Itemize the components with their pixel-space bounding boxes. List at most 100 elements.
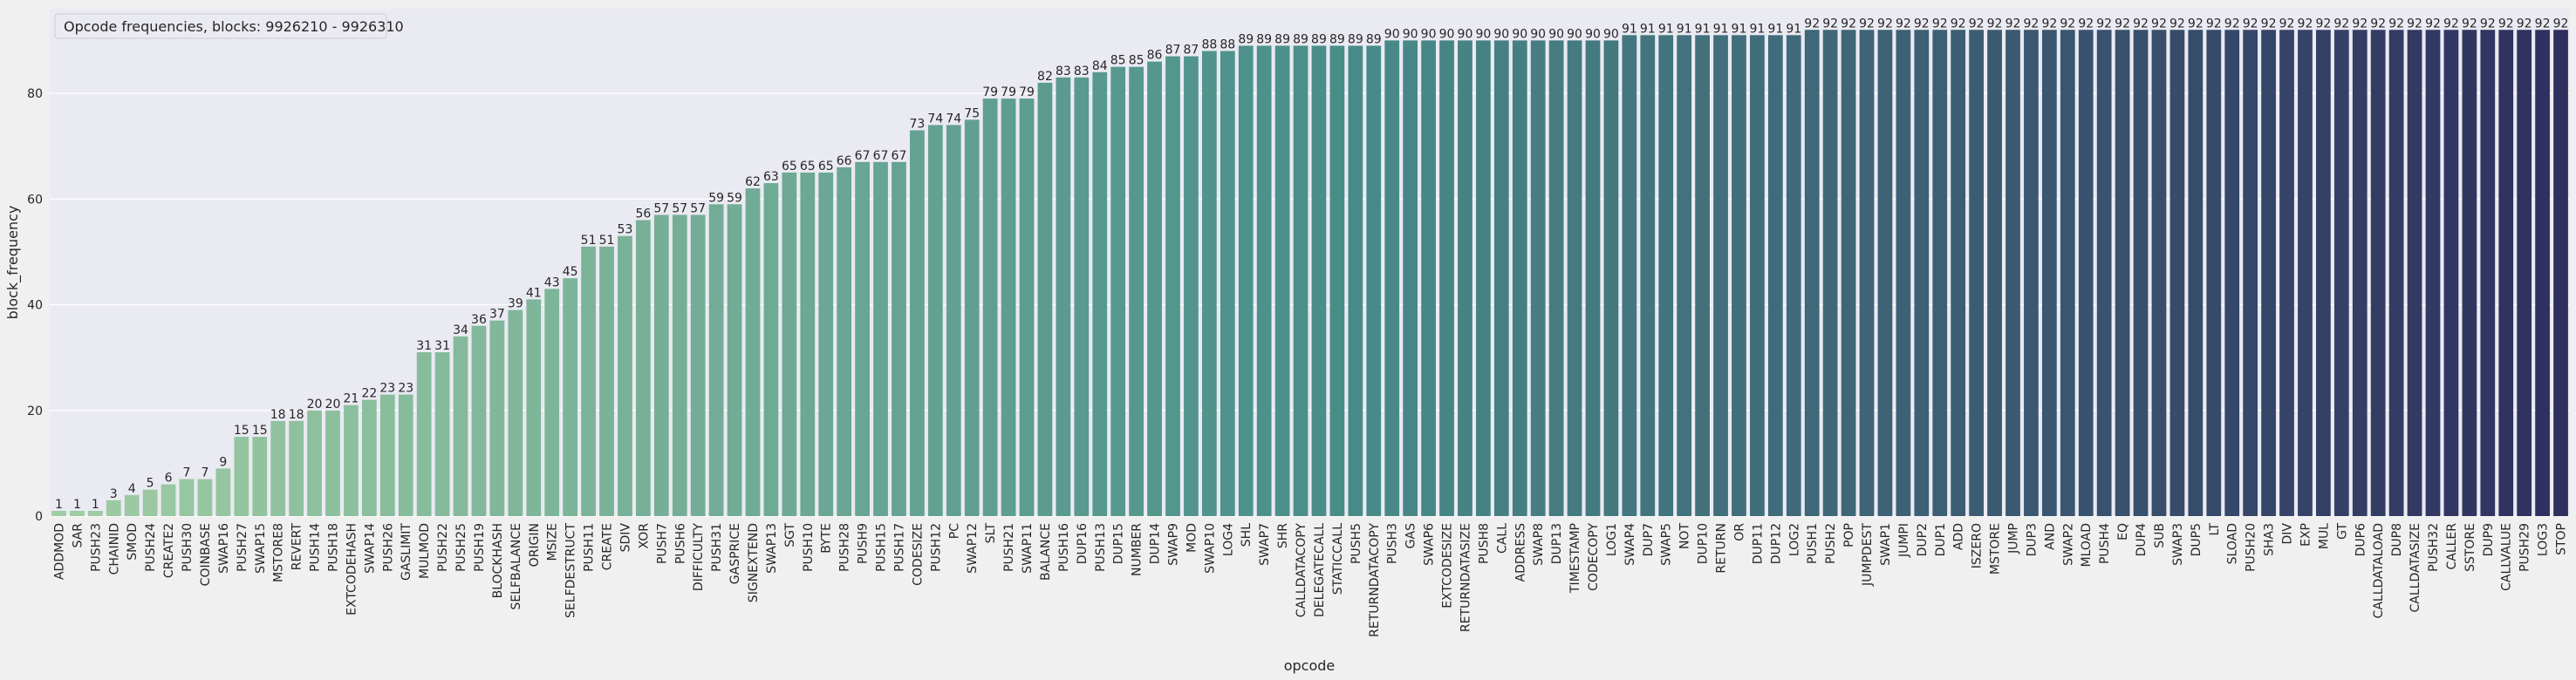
- bar-mstore: [1987, 30, 2002, 516]
- bar-swap12: [964, 119, 980, 516]
- x-tick-label: POP: [1842, 523, 1856, 547]
- bar-dup8: [2388, 30, 2404, 516]
- value-label: 57: [653, 201, 669, 215]
- x-tick-label: PUSH14: [309, 523, 323, 572]
- x-tick-label: SELFDESTRUCT: [564, 523, 578, 618]
- bar-selfdestruct: [563, 278, 578, 516]
- bars-group: [51, 30, 2568, 516]
- value-label: 90: [1384, 27, 1400, 41]
- value-label: 45: [563, 265, 578, 279]
- x-tick-label: SHA3: [2263, 523, 2277, 556]
- value-label: 87: [1165, 44, 1181, 58]
- x-tick-label: MUL: [2317, 523, 2331, 549]
- bar-swap4: [1622, 35, 1637, 516]
- x-tick-label: DUP15: [1112, 523, 1126, 564]
- bar-push1: [1804, 30, 1820, 516]
- value-label: 1: [73, 498, 81, 512]
- x-tick-label: MSIZE: [546, 523, 560, 561]
- bar-slt: [982, 99, 998, 516]
- value-label: 36: [471, 313, 487, 327]
- bar-push23: [87, 510, 103, 516]
- x-axis-ticks: ADDMOD SAR PUSH23 CHAINID SMOD PUSH24 CREATE2 P…: [52, 523, 2568, 637]
- bar-caller: [2443, 30, 2459, 516]
- x-tick-label: DUP9: [2482, 523, 2496, 556]
- bar-smod: [124, 494, 140, 516]
- bar-push24: [142, 489, 158, 516]
- legend-title-box: Opcode frequencies, blocks: 9926210 - 99…: [54, 13, 404, 39]
- bar-log1: [1603, 40, 1619, 516]
- value-label: 67: [855, 149, 871, 163]
- bar-push26: [379, 394, 395, 516]
- value-label: 74: [946, 112, 961, 126]
- x-tick-label: SELFBALANCE: [509, 523, 523, 610]
- bar-push11: [581, 246, 596, 516]
- bar-push30: [179, 479, 195, 516]
- value-label: 90: [1603, 27, 1619, 41]
- value-label: 90: [1585, 27, 1601, 41]
- x-tick-label: LT: [2208, 523, 2222, 536]
- x-tick-label: PUSH22: [436, 523, 450, 572]
- x-tick-label: ISZERO: [1971, 523, 1985, 568]
- bar-push10: [800, 172, 816, 516]
- x-tick-label: SLT: [984, 523, 998, 544]
- x-tick-label: TIMESTAMP: [1568, 523, 1582, 594]
- value-label: 9: [219, 455, 227, 469]
- value-label: 57: [690, 201, 706, 215]
- value-label: 88: [1220, 38, 1235, 52]
- value-label: 53: [618, 223, 633, 237]
- value-label: 20: [325, 398, 341, 411]
- bar-dup12: [1767, 35, 1783, 516]
- bar-push22: [434, 352, 450, 516]
- x-tick-label: SWAP15: [254, 523, 268, 574]
- bar-dup9: [2480, 30, 2496, 516]
- value-label: 92: [2133, 17, 2149, 31]
- value-label: 18: [289, 408, 304, 422]
- bar-push8: [1476, 40, 1491, 516]
- x-tick-label: DUP12: [1769, 523, 1783, 564]
- value-label: 51: [599, 234, 615, 248]
- x-tick-label: CALLDATACOPY: [1295, 523, 1308, 618]
- x-tick-label: LOG1: [1605, 523, 1619, 556]
- x-tick-label: SDIV: [618, 523, 632, 553]
- bar-sha3: [2261, 30, 2276, 516]
- value-label: 1: [55, 498, 63, 512]
- x-tick-label: ORIGIN: [528, 523, 542, 567]
- value-label: 51: [581, 234, 597, 248]
- bar-mulmod: [416, 352, 432, 516]
- x-tick-label: PUSH27: [236, 523, 249, 572]
- bar-swap1: [1877, 30, 1893, 516]
- bar-dup5: [2188, 30, 2204, 516]
- x-tick-label: ADDMOD: [52, 523, 66, 580]
- value-label: 92: [1987, 17, 2003, 31]
- value-label: 92: [1859, 17, 1875, 31]
- x-tick-label: EQ: [2116, 523, 2130, 541]
- value-label: 67: [873, 149, 889, 163]
- value-label: 90: [1475, 27, 1491, 41]
- value-label: 91: [1658, 22, 1674, 36]
- bar-pop: [1841, 30, 1856, 516]
- value-label: 73: [909, 117, 925, 131]
- value-label: 92: [2041, 17, 2057, 31]
- bar-push27: [234, 437, 249, 516]
- value-label: 6: [165, 472, 173, 486]
- value-label: 85: [1129, 54, 1145, 68]
- bar-dup3: [2024, 30, 2039, 516]
- bar-selfbalance: [508, 309, 523, 516]
- value-label: 23: [379, 382, 395, 396]
- x-tick-label: PUSH8: [1477, 523, 1491, 564]
- x-tick-label: NUMBER: [1131, 523, 1145, 576]
- bar-push14: [307, 410, 322, 516]
- x-tick-label: SWAP13: [765, 523, 779, 574]
- x-tick-label: EXTCODESIZE: [1441, 523, 1455, 609]
- bar-difficulty: [690, 214, 706, 516]
- x-tick-label: SMOD: [126, 523, 140, 561]
- bar-swap11: [1019, 99, 1035, 516]
- value-label: 92: [2151, 17, 2167, 31]
- bar-dup10: [1695, 35, 1710, 516]
- bar-return: [1713, 35, 1728, 516]
- bar-push7: [653, 214, 669, 516]
- bar-extcodesize: [1439, 40, 1454, 516]
- value-label: 34: [453, 323, 468, 337]
- x-tick-label: CHAINID: [107, 523, 121, 575]
